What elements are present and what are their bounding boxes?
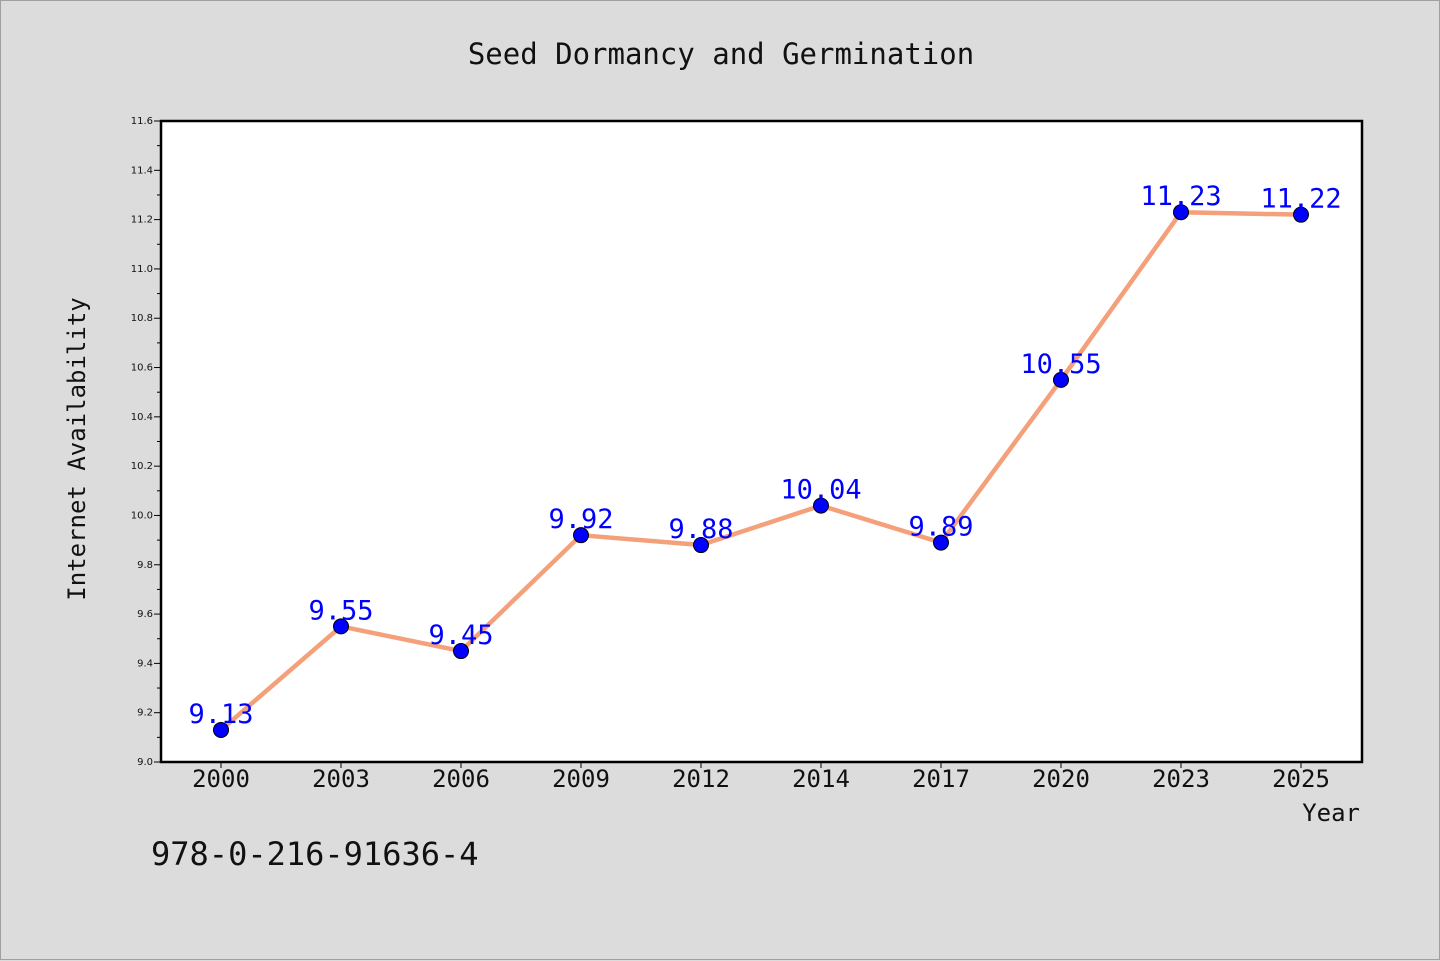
x-tick-label: 2020 bbox=[1032, 765, 1090, 793]
y-tick-label: 10.4 bbox=[131, 412, 153, 423]
y-tick-label: 11.2 bbox=[131, 215, 153, 226]
x-tick-label: 2025 bbox=[1272, 765, 1330, 793]
y-axis: 9.0 9.2 9.4 9.6 9.8 10.0 10.2 10.4 10.6 10.8 11.0 1… bbox=[131, 116, 161, 768]
y-tick-label: 10.2 bbox=[131, 461, 153, 472]
data-point-marker bbox=[813, 497, 829, 514]
x-tick-label: 2003 bbox=[312, 765, 370, 793]
data-point-marker bbox=[573, 527, 589, 544]
data-label: 11.22 bbox=[1260, 184, 1341, 215]
data-point-marker bbox=[693, 537, 709, 554]
markers-group bbox=[213, 204, 1309, 738]
data-label: 11.23 bbox=[1140, 181, 1221, 212]
plot-area bbox=[159, 119, 1364, 764]
series-line bbox=[218, 209, 1304, 733]
y-tick-label: 10.0 bbox=[131, 510, 153, 521]
data-point-marker bbox=[453, 643, 469, 660]
data-point-marker bbox=[1173, 204, 1189, 221]
data-label: 9.89 bbox=[908, 512, 973, 543]
y-tick-label: 11.0 bbox=[131, 264, 153, 275]
y-tick-label: 10.6 bbox=[131, 363, 153, 374]
data-label: 9.45 bbox=[428, 620, 493, 651]
y-tick-label: 11.6 bbox=[131, 116, 153, 127]
data-label: 9.13 bbox=[188, 699, 253, 730]
y-tick-label: 9.2 bbox=[137, 708, 153, 719]
data-label: 9.92 bbox=[548, 504, 613, 535]
x-tick-label: 2000 bbox=[192, 765, 250, 793]
y-tick-label: 10.8 bbox=[131, 313, 153, 324]
y-axis-title: Internet Availability bbox=[63, 297, 91, 600]
series-line-group bbox=[218, 209, 1304, 733]
y-tick-label: 9.8 bbox=[137, 560, 153, 571]
y-tick-label: 9.0 bbox=[137, 757, 153, 768]
y-tick-label: 9.4 bbox=[137, 658, 153, 669]
data-labels-group: 9.13 9.55 9.45 9.92 9.88 10.04 9.89 10.55 11.23 1… bbox=[188, 181, 1341, 730]
x-axis-title: Year bbox=[1302, 799, 1360, 827]
data-point-marker bbox=[933, 534, 949, 551]
x-tick-label: 2009 bbox=[552, 765, 610, 793]
x-tick-label: 2017 bbox=[912, 765, 970, 793]
y-tick-label: 11.4 bbox=[131, 165, 153, 176]
isbn-text: 978-0-216-91636-4 bbox=[151, 835, 479, 873]
y-tick-label: 9.6 bbox=[137, 609, 153, 620]
data-point-marker bbox=[1293, 206, 1309, 223]
data-label: 9.55 bbox=[308, 595, 373, 626]
x-tick-label: 2014 bbox=[792, 765, 850, 793]
chart-title: Seed Dormancy and Germination bbox=[468, 37, 974, 71]
data-point-marker bbox=[213, 721, 229, 738]
x-tick-label: 2012 bbox=[672, 765, 730, 793]
x-tick-label: 2023 bbox=[1152, 765, 1210, 793]
data-label: 10.55 bbox=[1020, 349, 1101, 380]
data-point-marker bbox=[333, 618, 349, 635]
data-point-marker bbox=[1053, 371, 1069, 388]
data-label: 10.04 bbox=[780, 475, 861, 506]
x-axis: 2000 2003 2006 2009 2012 2014 2017 2020 2023 2025 bbox=[192, 762, 1330, 793]
x-tick-label: 2006 bbox=[432, 765, 490, 793]
data-label: 9.88 bbox=[668, 514, 733, 545]
